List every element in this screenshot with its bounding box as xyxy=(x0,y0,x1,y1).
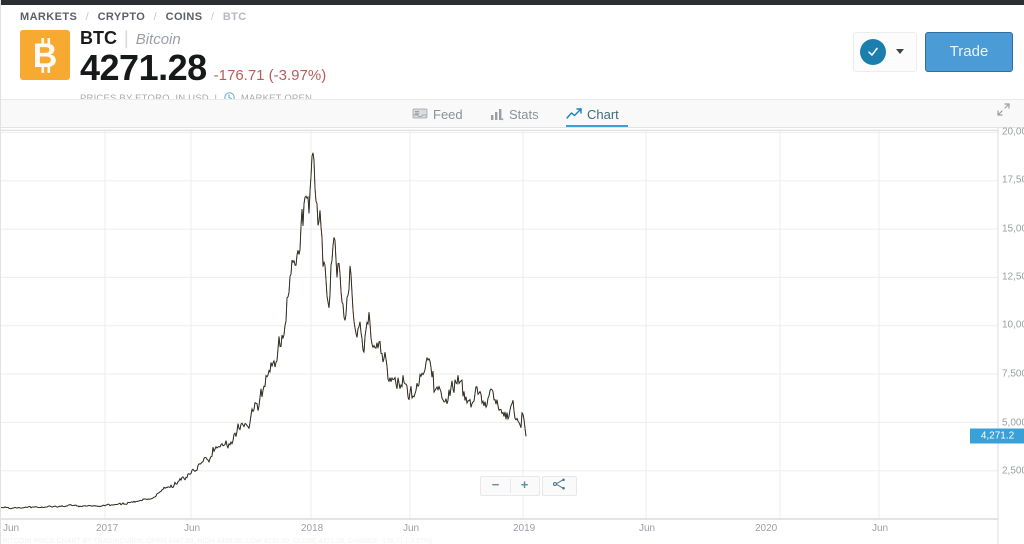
svg-text:B: B xyxy=(33,37,58,75)
